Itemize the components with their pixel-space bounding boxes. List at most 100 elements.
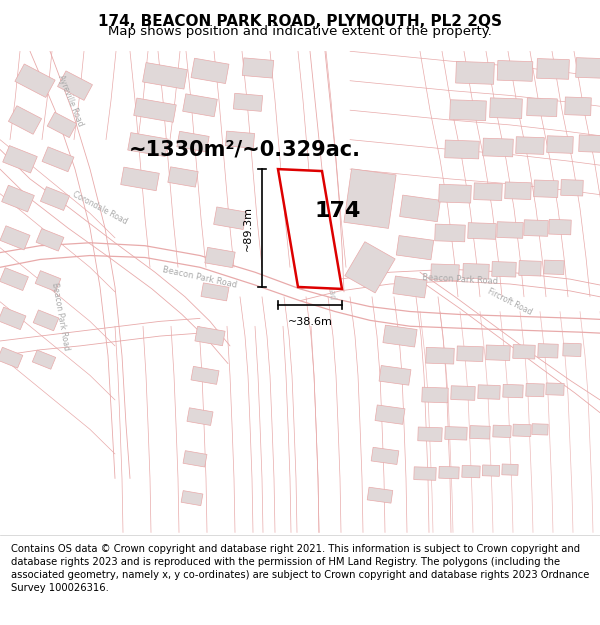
Polygon shape	[486, 345, 510, 361]
Text: Beacon Park Road: Beacon Park Road	[422, 272, 498, 286]
Polygon shape	[191, 366, 219, 384]
Polygon shape	[177, 131, 209, 152]
Polygon shape	[497, 222, 523, 238]
Polygon shape	[195, 326, 225, 346]
Polygon shape	[344, 169, 396, 228]
Polygon shape	[490, 98, 523, 119]
Text: ~38.6m: ~38.6m	[287, 318, 332, 328]
Polygon shape	[457, 346, 483, 361]
Polygon shape	[233, 93, 263, 111]
Polygon shape	[134, 98, 176, 122]
Polygon shape	[505, 182, 531, 199]
Polygon shape	[214, 207, 247, 229]
Polygon shape	[47, 112, 77, 138]
Polygon shape	[431, 264, 459, 281]
Polygon shape	[502, 464, 518, 476]
Polygon shape	[526, 383, 544, 397]
Polygon shape	[549, 219, 571, 235]
Polygon shape	[426, 348, 454, 364]
Polygon shape	[524, 220, 548, 236]
Polygon shape	[35, 271, 61, 291]
Polygon shape	[400, 195, 440, 222]
Polygon shape	[579, 135, 600, 152]
Polygon shape	[128, 132, 168, 156]
Polygon shape	[2, 185, 34, 212]
Polygon shape	[451, 386, 475, 401]
Polygon shape	[561, 179, 583, 196]
Polygon shape	[375, 405, 405, 424]
Polygon shape	[544, 260, 564, 274]
Polygon shape	[493, 425, 511, 438]
Polygon shape	[527, 98, 557, 117]
Text: Map shows position and indicative extent of the property.: Map shows position and indicative extent…	[108, 26, 492, 39]
Polygon shape	[379, 366, 411, 385]
Polygon shape	[482, 138, 514, 157]
Polygon shape	[0, 268, 28, 291]
Polygon shape	[143, 62, 187, 89]
Polygon shape	[503, 384, 523, 398]
Polygon shape	[15, 64, 55, 98]
Polygon shape	[33, 310, 59, 331]
Polygon shape	[205, 248, 235, 268]
Text: Corondale Road: Corondale Road	[71, 190, 129, 227]
Polygon shape	[575, 58, 600, 78]
Polygon shape	[536, 59, 569, 79]
Text: Contains OS data © Crown copyright and database right 2021. This information is : Contains OS data © Crown copyright and d…	[11, 544, 589, 593]
Polygon shape	[470, 426, 490, 439]
Polygon shape	[513, 344, 535, 359]
Polygon shape	[367, 488, 393, 503]
Polygon shape	[546, 383, 564, 395]
Polygon shape	[3, 146, 37, 173]
Text: Ayreville Road: Ayreville Road	[56, 73, 85, 127]
Text: 174, BEACON PARK ROAD, PLYMOUTH, PL2 2QS: 174, BEACON PARK ROAD, PLYMOUTH, PL2 2QS	[98, 14, 502, 29]
Polygon shape	[538, 344, 558, 358]
Polygon shape	[371, 448, 399, 464]
Polygon shape	[58, 71, 92, 101]
Polygon shape	[563, 343, 581, 356]
Polygon shape	[439, 466, 459, 479]
Text: Cresthill Road: Cresthill Road	[323, 245, 337, 299]
Polygon shape	[201, 283, 229, 301]
Polygon shape	[449, 100, 487, 121]
Text: Fircroft Road: Fircroft Road	[487, 287, 533, 317]
Polygon shape	[435, 224, 465, 242]
Polygon shape	[519, 261, 541, 276]
Polygon shape	[468, 222, 496, 239]
Polygon shape	[547, 136, 573, 153]
Polygon shape	[345, 242, 395, 293]
Polygon shape	[445, 426, 467, 440]
Polygon shape	[0, 348, 23, 368]
Polygon shape	[168, 167, 198, 187]
Polygon shape	[0, 307, 26, 329]
Polygon shape	[516, 137, 544, 154]
Polygon shape	[439, 184, 472, 203]
Polygon shape	[42, 147, 74, 172]
Polygon shape	[478, 385, 500, 399]
Polygon shape	[183, 451, 207, 467]
Polygon shape	[513, 424, 531, 436]
Polygon shape	[191, 58, 229, 84]
Polygon shape	[455, 61, 494, 84]
Text: Beacon Park Road: Beacon Park Road	[50, 282, 70, 351]
Polygon shape	[532, 424, 548, 435]
Polygon shape	[182, 94, 217, 117]
Polygon shape	[462, 466, 480, 478]
Polygon shape	[187, 408, 213, 426]
Polygon shape	[534, 180, 558, 198]
Polygon shape	[383, 325, 417, 347]
Polygon shape	[226, 131, 254, 148]
Polygon shape	[474, 183, 502, 201]
Polygon shape	[422, 388, 448, 402]
Text: ~89.3m: ~89.3m	[243, 206, 253, 251]
Polygon shape	[0, 226, 30, 250]
Polygon shape	[278, 169, 342, 289]
Text: ~1330m²/~0.329ac.: ~1330m²/~0.329ac.	[129, 139, 361, 159]
Polygon shape	[482, 465, 500, 476]
Polygon shape	[418, 427, 442, 442]
Polygon shape	[445, 140, 479, 159]
Polygon shape	[40, 187, 70, 211]
Polygon shape	[8, 106, 41, 134]
Polygon shape	[121, 167, 159, 191]
Polygon shape	[32, 350, 56, 369]
Polygon shape	[565, 97, 592, 116]
